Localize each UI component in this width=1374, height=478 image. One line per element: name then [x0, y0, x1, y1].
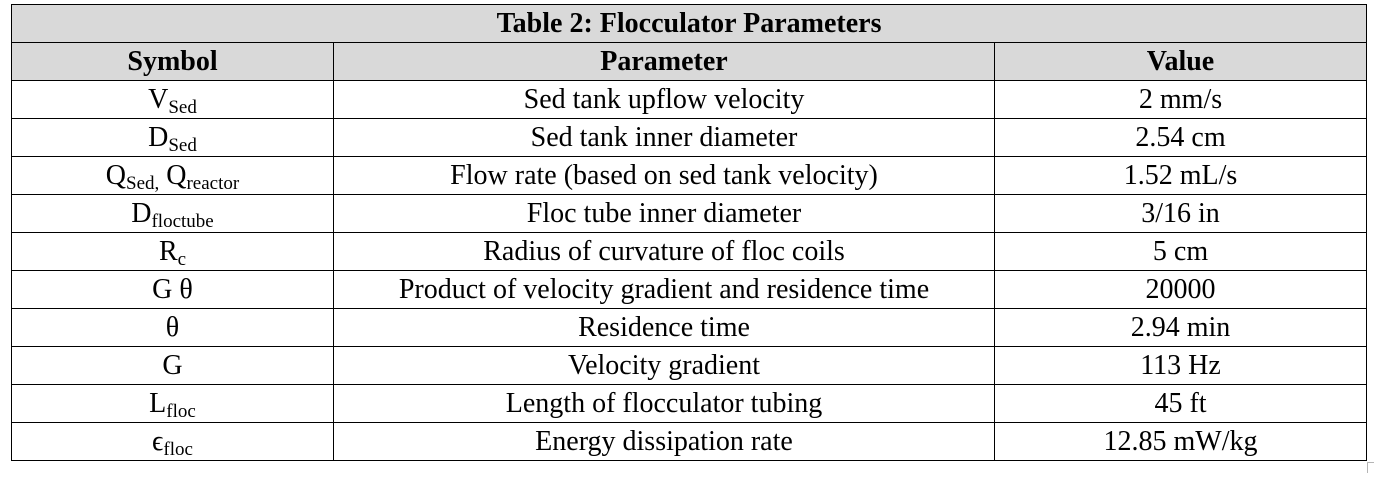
table-resize-handle[interactable] [1367, 462, 1374, 473]
symbol-cell: G [11, 346, 334, 385]
symbol-subscript: c [177, 248, 187, 270]
value-cell: 113 Hz [993, 346, 1368, 385]
parameter-cell: Length of flocculator tubing [333, 384, 995, 423]
symbol-subscript: Sed [168, 134, 197, 156]
table-row: ϵfloc Energy dissipation rate 12.85 mW/k… [11, 422, 1368, 461]
symbol-subscript: Sed, [126, 172, 160, 194]
value-cell: 45 ft [993, 384, 1368, 423]
parameter-cell: Flow rate (based on sed tank velocity) [333, 156, 995, 195]
table-row: QSed, Qreactor Flow rate (based on sed t… [11, 156, 1368, 195]
parameter-cell: Radius of curvature of floc coils [333, 232, 995, 271]
symbol-main: D [131, 197, 152, 229]
symbol-main: G θ [152, 273, 193, 305]
symbol-cell: θ [11, 308, 334, 347]
symbol-cell: G θ [11, 270, 334, 309]
value-cell: 1.52 mL/s [993, 156, 1368, 195]
table-row: VSed Sed tank upflow velocity 2 mm/s [11, 80, 1368, 119]
table-row: G θ Product of velocity gradient and res… [11, 270, 1368, 309]
parameter-cell: Sed tank inner diameter [333, 118, 995, 157]
parameter-cell: Product of velocity gradient and residen… [333, 270, 995, 309]
symbol-subscript-2: reactor [186, 172, 240, 194]
table-title: Table 2: Flocculator Parameters [10, 4, 1368, 43]
symbol-main: ϵ [152, 425, 164, 457]
symbol-main: L [149, 387, 167, 419]
symbol-cell: VSed [11, 80, 334, 119]
table-row: Lfloc Length of flocculator tubing 45 ft [11, 384, 1368, 423]
symbol-main: V [148, 83, 169, 115]
value-cell: 2 mm/s [993, 80, 1368, 119]
symbol-subscript: floc [166, 400, 196, 422]
value-cell: 3/16 in [993, 194, 1368, 233]
symbol-main: θ [165, 311, 180, 343]
symbol-cell: DSed [11, 118, 334, 157]
symbol-main: Q [105, 159, 126, 191]
symbol-cell: Rc [11, 232, 334, 271]
symbol-main: G [162, 349, 183, 381]
symbol-cell: Dfloctube [11, 194, 334, 233]
value-cell: 20000 [993, 270, 1368, 309]
parameter-cell: Energy dissipation rate [333, 422, 995, 461]
column-header-value: Value [993, 42, 1368, 81]
symbol-subscript: floctube [151, 210, 214, 232]
table-row: G Velocity gradient 113 Hz [11, 346, 1368, 385]
table-row: Rc Radius of curvature of floc coils 5 c… [11, 232, 1368, 271]
value-cell: 12.85 mW/kg [993, 422, 1368, 461]
column-header-parameter: Parameter [333, 42, 995, 81]
symbol-main: R [158, 235, 178, 267]
flocculator-parameters-table: Table 2: Flocculator Parameters Symbol P… [10, 4, 1368, 461]
column-header-symbol: Symbol [11, 42, 334, 81]
parameter-cell: Sed tank upflow velocity [333, 80, 995, 119]
table-row: θ Residence time 2.94 min [11, 308, 1368, 347]
value-cell: 5 cm [993, 232, 1368, 271]
symbol-cell: ϵfloc [11, 422, 334, 461]
parameter-cell: Floc tube inner diameter [333, 194, 995, 233]
symbol-subscript: floc [163, 438, 193, 460]
table-header-row: Symbol Parameter Value [11, 42, 1368, 81]
table-row: DSed Sed tank inner diameter 2.54 cm [11, 118, 1368, 157]
symbol-cell: QSed, Qreactor [11, 156, 334, 195]
value-cell: 2.94 min [993, 308, 1368, 347]
symbol-cell: Lfloc [11, 384, 334, 423]
table-row: Dfloctube Floc tube inner diameter 3/16 … [11, 194, 1368, 233]
symbol-main-2: Q [159, 159, 187, 191]
parameter-cell: Velocity gradient [333, 346, 995, 385]
symbol-main: D [148, 121, 169, 153]
parameter-cell: Residence time [333, 308, 995, 347]
table-title-row: Table 2: Flocculator Parameters [10, 4, 1368, 43]
symbol-subscript: Sed [168, 96, 197, 118]
value-cell: 2.54 cm [993, 118, 1368, 157]
